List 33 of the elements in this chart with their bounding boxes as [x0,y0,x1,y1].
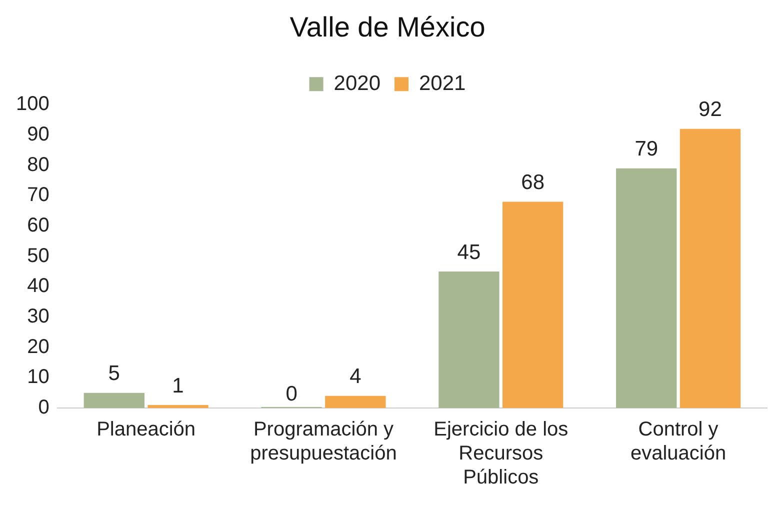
chart-title: Valle de México [290,12,486,43]
bar [616,168,677,408]
bar [148,404,208,408]
legend-label: 2021 [419,72,466,95]
data-label: 79 [634,138,658,161]
y-tick-label: 20 [27,336,50,358]
y-tick-label: 60 [27,214,50,236]
bar [680,128,741,408]
bar [325,396,386,408]
data-label: 5 [108,362,120,386]
y-tick-label: 10 [27,366,50,388]
x-tick-label: Planeación [96,418,196,441]
y-tick-label: 30 [27,305,50,328]
y-tick-label: 90 [27,123,50,146]
x-tick-label: Control y evaluación [630,418,726,465]
y-tick-label: 70 [27,184,50,206]
data-label: 92 [698,98,722,122]
legend-label: 2020 [334,72,380,95]
bar [502,202,564,408]
y-tick-label: 50 [27,244,50,267]
bar [84,392,144,408]
data-label: 4 [350,365,362,388]
data-label: 45 [457,240,481,264]
bar [438,271,500,408]
x-tick-label: Programación y presupuestación [250,418,397,465]
y-tick-label: 40 [27,275,50,298]
y-tick-label: 80 [27,154,50,176]
y-tick-label: 0 [38,396,50,419]
y-tick-label: 100 [16,93,50,116]
x-tick-label: Ejercicio de los Recursos Públicos [434,418,568,489]
data-label: 1 [172,374,184,398]
data-label: 68 [521,170,544,194]
data-label: 0 [286,382,298,406]
